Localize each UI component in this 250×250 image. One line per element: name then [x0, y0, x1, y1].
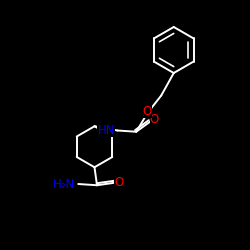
Text: H₂N: H₂N — [53, 178, 75, 190]
Text: O: O — [143, 105, 152, 118]
Text: O: O — [150, 113, 159, 126]
Text: O: O — [114, 176, 124, 188]
Text: HN: HN — [98, 124, 115, 136]
